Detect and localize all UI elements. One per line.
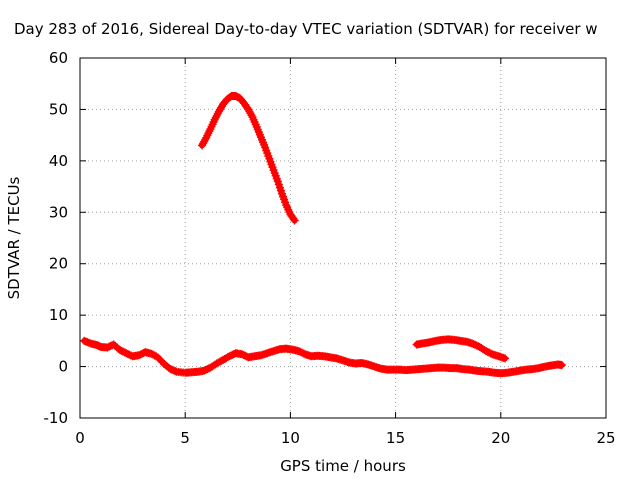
x-tick-label: 15	[386, 429, 405, 447]
y-axis-title: SDTVAR / TECUs	[5, 176, 23, 299]
x-tick-labels: 0 5 10 15 20 25	[75, 429, 615, 447]
y-tick-label: 40	[49, 152, 68, 170]
x-axis-title: GPS time / hours	[280, 457, 406, 475]
y-tick-label: 60	[49, 49, 68, 67]
data-series	[80, 92, 566, 378]
x-tick-label: 0	[75, 429, 85, 447]
series-segment-3	[412, 335, 510, 363]
series-segment-2	[198, 92, 299, 225]
data-point	[289, 214, 298, 223]
data-point	[290, 216, 299, 225]
x-tick-label: 10	[281, 429, 300, 447]
chart-title: Day 283 of 2016, Sidereal Day-to-day VTE…	[14, 20, 598, 38]
x-tick-label: 20	[491, 429, 510, 447]
y-tick-label: 30	[49, 203, 68, 221]
y-tick-label: -10	[44, 409, 69, 427]
x-tick-label: 5	[180, 429, 190, 447]
y-tick-label: 10	[49, 306, 68, 324]
y-tick-label: 20	[49, 255, 68, 273]
plot-frame	[79, 57, 607, 419]
y-tick-label: 0	[58, 358, 68, 376]
data-point	[501, 354, 510, 363]
data-point	[557, 361, 566, 370]
y-tick-labels: -10 0 10 20 30 40 50 60	[44, 49, 69, 427]
x-tick-label: 25	[596, 429, 615, 447]
y-tick-label: 50	[49, 100, 68, 118]
series-segment-1	[80, 336, 566, 378]
